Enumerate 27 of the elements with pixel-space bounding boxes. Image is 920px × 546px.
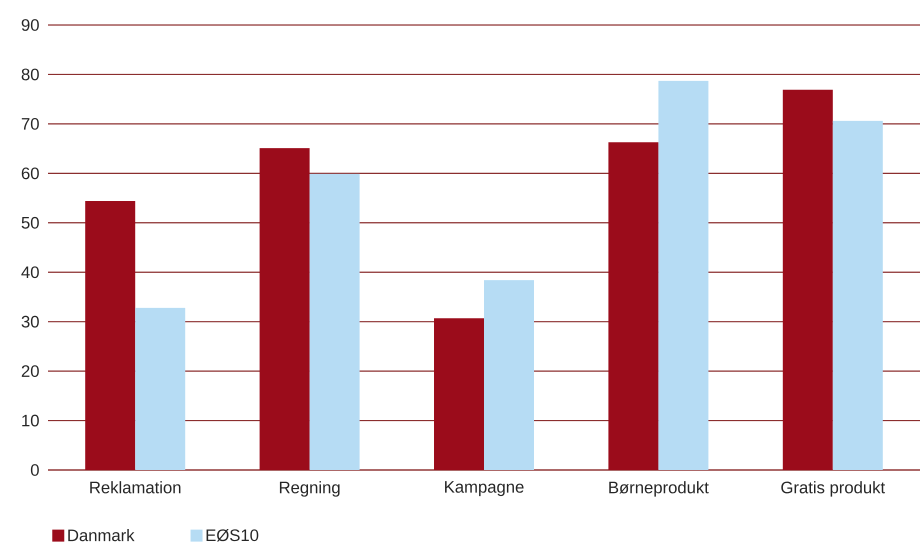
bar (434, 318, 484, 470)
y-tick-label: 30 (22, 316, 39, 328)
bar (135, 308, 186, 470)
legend-label: Danmark (68, 528, 135, 542)
y-tick-label: 40 (21, 266, 39, 278)
x-tick-label: Regning (280, 481, 340, 497)
bar (260, 148, 310, 470)
y-tick-label: 90 (22, 19, 39, 31)
x-tick-label: Gratis produkt (781, 481, 886, 497)
y-tick-label: 80 (22, 68, 39, 80)
bar (608, 142, 658, 470)
bar (310, 174, 360, 470)
bar (85, 201, 136, 470)
y-tick-label: 10 (22, 414, 39, 426)
x-tick-label: Reklamation (90, 481, 180, 494)
y-tick-label: 20 (22, 365, 39, 378)
legend-label: EØS10 (206, 529, 258, 542)
bar (658, 80, 708, 470)
x-tick-label: Børneprodukt (609, 481, 709, 497)
y-tick-label: 60 (22, 167, 39, 180)
y-tick-label: 70 (22, 118, 39, 130)
bar (782, 90, 833, 470)
bar (484, 280, 534, 470)
x-tick-label: Kampagne (445, 481, 524, 496)
y-tick-label: 50 (22, 216, 39, 229)
y-tick-label: 0 (30, 464, 39, 476)
bar (832, 120, 883, 470)
